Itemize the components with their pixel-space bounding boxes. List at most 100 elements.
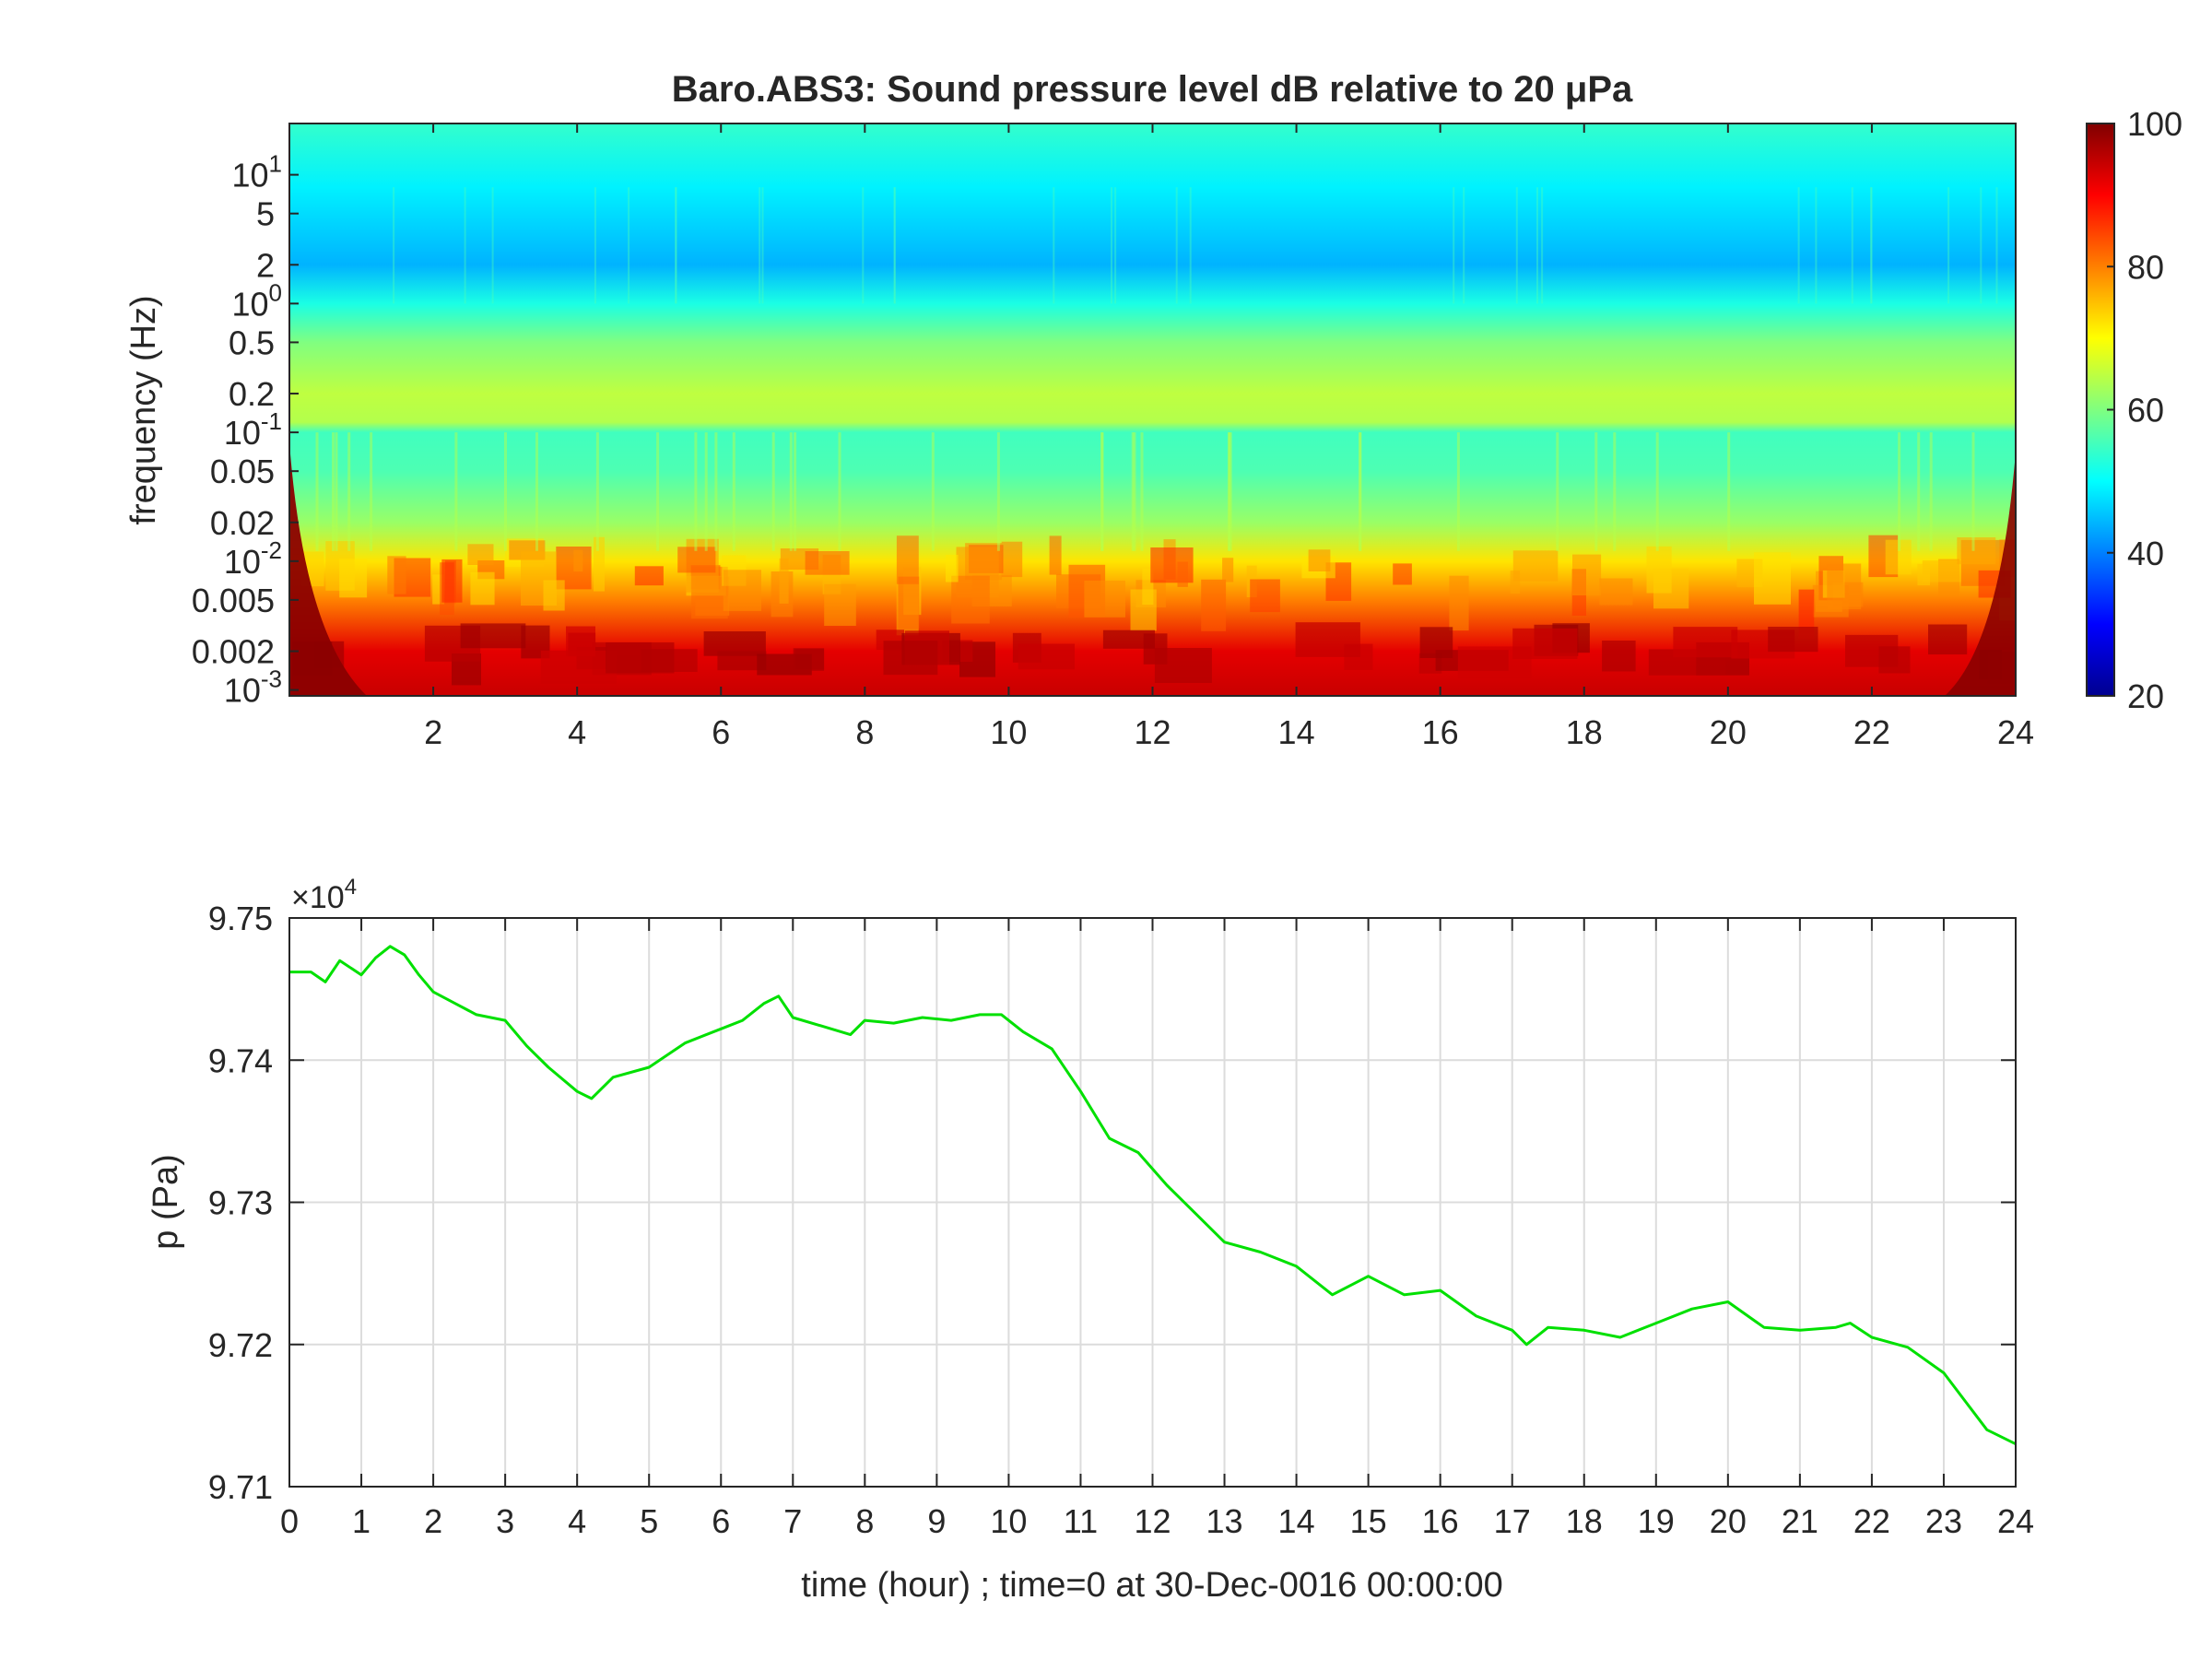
- spectrogram-streak: [1515, 187, 1518, 304]
- spectrogram-streak: [1815, 187, 1818, 304]
- pressure-x-tick-label: 1: [352, 1502, 371, 1540]
- spectrogram-patch: [677, 547, 716, 573]
- spectrogram-streak: [393, 187, 395, 304]
- spectrogram-streak: [628, 187, 630, 304]
- spectrogram-y-tick-label: 0.002: [192, 633, 275, 671]
- spectrogram-streak: [1463, 187, 1465, 304]
- spectrogram-patch: [543, 580, 565, 611]
- spectrogram-x-tick-label: 2: [424, 713, 442, 751]
- spectrogram-x-tick-label: 14: [1278, 713, 1315, 751]
- spectrogram-patch: [1512, 550, 1559, 582]
- spectrogram-y-tick-label: 0.5: [229, 324, 275, 361]
- spectrogram-streak: [714, 432, 718, 551]
- spectrogram-patch: [1928, 624, 1968, 655]
- pressure-x-axis: 0 1 2 3 4 5 6 7 8 9 10 11 12 13 14 15 16 17 18 19 20 21 22 23 24: [280, 918, 2034, 1540]
- spectrogram-patch: [951, 575, 990, 624]
- pressure-x-tick-label: 23: [1925, 1502, 1962, 1540]
- spectrogram-patch: [1049, 535, 1062, 575]
- spectrogram-streak: [1175, 187, 1178, 304]
- pressure-x-tick-label: 19: [1638, 1502, 1675, 1540]
- spectrogram-streak: [1929, 432, 1933, 551]
- spectrogram-patch: [896, 535, 919, 584]
- spectrogram-patch: [470, 571, 495, 606]
- spectrogram-patch: [1084, 580, 1125, 618]
- spectrogram-patch: [1001, 541, 1023, 578]
- pressure-x-tick-label: 16: [1422, 1502, 1459, 1540]
- pressure-x-tick-label: 6: [712, 1502, 730, 1540]
- colorbar-tick-label: 80: [2127, 248, 2164, 286]
- spectrogram-streak: [732, 432, 735, 551]
- spectrogram-texture: [292, 187, 2016, 686]
- spectrogram-patch: [1250, 579, 1280, 613]
- spectrogram-patch: [1922, 560, 1961, 582]
- spectrogram-x-tick-label: 16: [1422, 713, 1459, 751]
- colorbar-tick-label: 20: [2127, 677, 2164, 715]
- spectrogram-streak: [838, 432, 841, 551]
- spectrogram-streak: [1359, 432, 1362, 551]
- spectrogram-streak: [704, 432, 708, 551]
- spectrogram-patch: [1957, 537, 1996, 565]
- spectrogram-patch: [460, 623, 526, 649]
- spectrogram-x-tick-label: 12: [1134, 713, 1171, 751]
- spectrogram-streak: [1541, 187, 1544, 304]
- spectrogram-streak: [1053, 187, 1055, 304]
- spectrogram-streak: [1898, 432, 1901, 551]
- spectrogram-x-tick-label: 10: [990, 713, 1027, 751]
- spectrogram-patch: [717, 651, 767, 671]
- spectrogram-patch: [1393, 563, 1412, 585]
- spectrogram-patch: [1878, 646, 1911, 674]
- spectrogram-streak: [504, 432, 507, 551]
- spectrogram-y-tick-label: 101: [231, 150, 282, 194]
- spectrogram-y-tick-label: 0.2: [229, 375, 275, 413]
- spectrogram-patch: [2013, 653, 2016, 675]
- spectrogram-streak: [1140, 432, 1144, 551]
- spectrogram-patch: [467, 544, 494, 565]
- pressure-x-tick-label: 11: [1064, 1502, 1098, 1540]
- spectrogram-patch: [1102, 629, 1155, 649]
- spectrogram-patch: [594, 536, 605, 592]
- spectrogram-patch: [793, 648, 825, 671]
- spectrogram-patch: [1673, 627, 1738, 658]
- pressure-y-tick-label: 9.75: [208, 900, 273, 937]
- spectrogram-streak: [1114, 187, 1117, 304]
- spectrogram-patch: [1512, 628, 1578, 659]
- spectrogram-streak: [862, 187, 865, 304]
- spectrogram-patch: [779, 558, 789, 604]
- spectrogram-patch: [883, 641, 938, 676]
- spectrogram-patch: [1201, 579, 1227, 631]
- spectrogram-streak: [794, 432, 797, 551]
- spectrogram-streak: [1111, 187, 1112, 304]
- spectrogram-y-axis-label: frequency (Hz): [124, 295, 163, 524]
- spectrogram-y-tick-label: 2: [256, 246, 275, 284]
- spectrogram-streak: [893, 187, 896, 304]
- spectrogram-streak: [1971, 432, 1975, 551]
- spectrogram-streak: [1453, 187, 1455, 304]
- spectrogram-patch: [1798, 589, 1815, 640]
- pressure-x-tick-label: 9: [927, 1502, 946, 1540]
- spectrogram-y-tick-label: 10-1: [224, 407, 282, 452]
- pressure-x-tick-label: 22: [1853, 1502, 1890, 1540]
- spectrogram-streak: [595, 432, 599, 551]
- spectrogram-streak: [759, 187, 761, 304]
- spectrogram-patch: [824, 583, 856, 626]
- colorbar-axis: 20 40 60 80 100: [2107, 105, 2183, 715]
- spectrogram-patch: [441, 559, 463, 603]
- spectrogram-patch: [1754, 552, 1791, 605]
- spectrogram-streak: [535, 432, 538, 551]
- spectrogram-streak: [1655, 432, 1659, 551]
- spectrogram-patch: [946, 555, 959, 582]
- spectrogram-streak: [789, 432, 793, 551]
- spectrogram-right-edge: [1945, 452, 2016, 696]
- spectrogram-patch: [805, 551, 850, 575]
- pressure-x-tick-label: 7: [783, 1502, 802, 1540]
- spectrogram-patch: [1449, 575, 1469, 631]
- spectrogram-streak: [1100, 432, 1104, 551]
- spectrogram-streak: [1594, 432, 1598, 551]
- spectrogram-streak: [675, 187, 677, 304]
- spectrogram-y-tick-label: 0.005: [192, 582, 275, 619]
- spectrogram-patch: [1295, 622, 1360, 657]
- colorbar-tick-label: 100: [2127, 105, 2183, 143]
- spectrogram-streak: [347, 432, 351, 551]
- spectrogram-x-axis: 2 4 6 8 10 12 14 16 18 20 22 24: [424, 124, 2034, 751]
